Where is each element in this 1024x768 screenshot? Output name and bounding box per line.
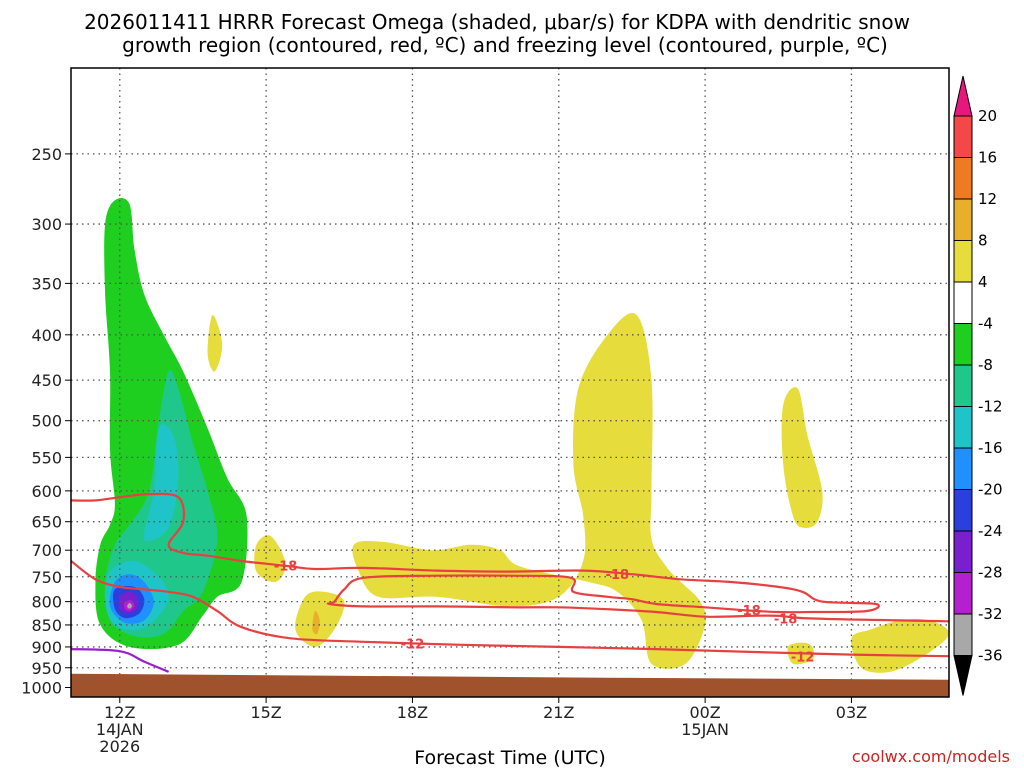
colorbar-bin--20_-16 — [953, 447, 973, 490]
ytick-label-250: 250 — [31, 145, 62, 164]
colorbar-bin--16_-12 — [953, 406, 973, 449]
colorbar-label--32: -32 — [978, 605, 1003, 623]
gridlines — [71, 68, 949, 697]
ytick-label-500: 500 — [31, 412, 62, 431]
contour-label--12-4: -12 — [401, 638, 425, 653]
ytick-label-450: 450 — [31, 371, 62, 390]
colorbar-bin--32_-28 — [953, 572, 973, 615]
colorbar-label--20: -20 — [978, 481, 1003, 499]
ytick-label-750: 750 — [31, 568, 62, 587]
ytick-label-650: 650 — [31, 513, 62, 532]
contour-label--18-0: -18 — [274, 559, 298, 574]
ytick-label-1000: 1000 — [21, 678, 62, 697]
colorbar-label-8: 8 — [978, 232, 988, 250]
ytick-label-700: 700 — [31, 541, 62, 560]
colorbar-bin--36_-32 — [953, 613, 973, 656]
omega-region--36_-32 — [127, 603, 132, 609]
dgz-contour--18-0 — [71, 492, 949, 623]
colorbar-bin--8_-4 — [953, 323, 973, 366]
ytick-label-600: 600 — [31, 482, 62, 501]
credit-text: coolwx.com/models — [852, 747, 1010, 766]
dgz-contour--12-1 — [71, 560, 949, 658]
xtick-label-15JAN: 15JAN — [681, 720, 729, 739]
xtick-label-21Z: 21Z — [543, 703, 574, 722]
freezing-level-contour — [71, 648, 170, 673]
colorbar-label--28: -28 — [978, 564, 1003, 582]
colorbar: 20 16 12 8 4 -4 -8 -12 -16 -20 -24 -28 -32 -36 — [953, 75, 1003, 696]
ytick-label-300: 300 — [31, 215, 62, 234]
xtick-label-03Z: 03Z — [836, 703, 867, 722]
colorbar-label--4: -4 — [978, 315, 993, 333]
contour-layer: -18 -18 -18 -18 -12 -12 — [71, 492, 949, 673]
colorbar-label--8: -8 — [978, 356, 993, 374]
colorbar-label-20: 20 — [978, 107, 997, 125]
colorbar-bottom-arrow — [953, 655, 973, 696]
ytick-label-850: 850 — [31, 616, 62, 635]
colorbar-bin--12_-8 — [953, 364, 973, 407]
colorbar-label-12: 12 — [978, 190, 997, 208]
xtick-label-12Z: 12Z — [104, 703, 135, 722]
chart-title-line-1: 2026011411 HRRR Forecast Omega (shaded, … — [84, 10, 910, 34]
colorbar-label-16: 16 — [978, 149, 997, 167]
chart-title-line-2: growth region (contoured, red, ºC) and f… — [122, 33, 888, 57]
xtick-label-18Z: 18Z — [397, 703, 428, 722]
colorbar-bin--24_-20 — [953, 489, 973, 532]
colorbar-label--12: -12 — [978, 398, 1003, 416]
omega-region-8_12 — [312, 610, 320, 635]
colorbar-label--16: -16 — [978, 439, 1003, 457]
ytick-label-400: 400 — [31, 326, 62, 345]
colorbar-bin-16_20 — [953, 115, 973, 158]
xtick-label-15Z: 15Z — [250, 703, 281, 722]
ground-fill — [71, 673, 949, 697]
omega-region-4_8 — [781, 387, 823, 528]
ytick-label-800: 800 — [31, 593, 62, 612]
y-axis-ticks: 250 300 350 400 450 500 550 600 650 700 750 800 850 9… — [21, 145, 71, 697]
colorbar-label-4: 4 — [978, 273, 988, 291]
x-axis-label: Forecast Time (UTC) — [414, 747, 605, 768]
colorbar-bin-8_12 — [953, 198, 973, 241]
colorbar-bin--28_-24 — [953, 530, 973, 573]
colorbar-label--24: -24 — [978, 522, 1003, 540]
colorbar-top-arrow — [953, 75, 973, 117]
omega-region-4_8 — [254, 535, 286, 583]
ytick-label-350: 350 — [31, 274, 62, 293]
contour-label--18-1: -18 — [606, 568, 630, 583]
omega-region-4_8 — [851, 618, 949, 673]
contour-label--18-3: -18 — [774, 613, 798, 628]
omega-region-4_8 — [352, 313, 706, 669]
colorbar-bin-12_16 — [953, 157, 973, 200]
ytick-label-550: 550 — [31, 448, 62, 467]
ytick-label-950: 950 — [31, 659, 62, 678]
contour-label--18-2: -18 — [737, 604, 761, 619]
ground-layer — [71, 673, 949, 697]
colorbar-label--36: -36 — [978, 647, 1003, 665]
colorbar-bin-4_8 — [953, 240, 973, 283]
xtick-label-14JAN: 14JAN — [96, 720, 144, 739]
xtick-label-00Z: 00Z — [689, 703, 720, 722]
omega-region--16_-12 — [143, 424, 179, 542]
omega-region-4_8 — [207, 315, 223, 372]
xtick-label-2026: 2026 — [99, 737, 140, 756]
ytick-label-900: 900 — [31, 638, 62, 657]
colorbar-bin--4_4 — [953, 281, 973, 324]
contour-label--12-5: -12 — [791, 651, 815, 666]
plot-frame — [70, 67, 950, 698]
